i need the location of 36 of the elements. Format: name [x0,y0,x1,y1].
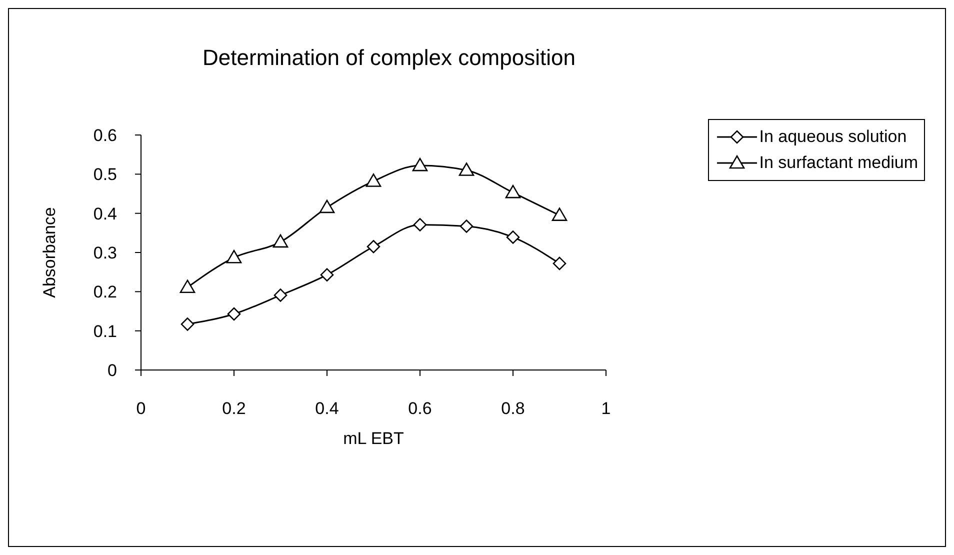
point [366,240,380,254]
x-tick-label: 0.2 [222,399,246,418]
x-tick-label: 0.8 [501,399,525,418]
point [458,162,474,176]
point [180,318,194,331]
x-tick-label: 0.4 [315,399,339,418]
x-tick-label: 1 [601,399,611,418]
point [412,158,428,172]
point [319,200,335,214]
chart-title: Determination of complex composition [202,45,576,71]
legend-label: In aqueous solution [759,127,907,147]
point [505,184,521,198]
point [226,250,242,264]
point [274,288,288,302]
y-tick-label: 0.3 [93,244,117,263]
point [272,234,288,248]
y-tick-label: 0.6 [93,126,117,146]
legend-label: In surfactant medium [759,153,918,173]
point [506,230,520,244]
y-tick-label: 0.5 [93,165,117,184]
point [552,208,568,221]
point [180,280,196,294]
y-axis-title: Absorbance [40,207,60,298]
point [413,218,427,232]
x-axis-title: mL EBT [343,429,404,448]
point [460,220,474,233]
y-tick-label: 0.2 [93,282,117,302]
point [227,307,241,321]
y-tick-label: 0.4 [93,204,117,224]
x-tick-label: 0 [136,399,146,418]
point [320,268,334,282]
y-tick-label: 0 [108,361,117,380]
point [552,256,566,270]
point [366,174,382,187]
x-tick-label: 0.6 [408,399,432,418]
y-tick-label: 0.1 [93,322,117,341]
